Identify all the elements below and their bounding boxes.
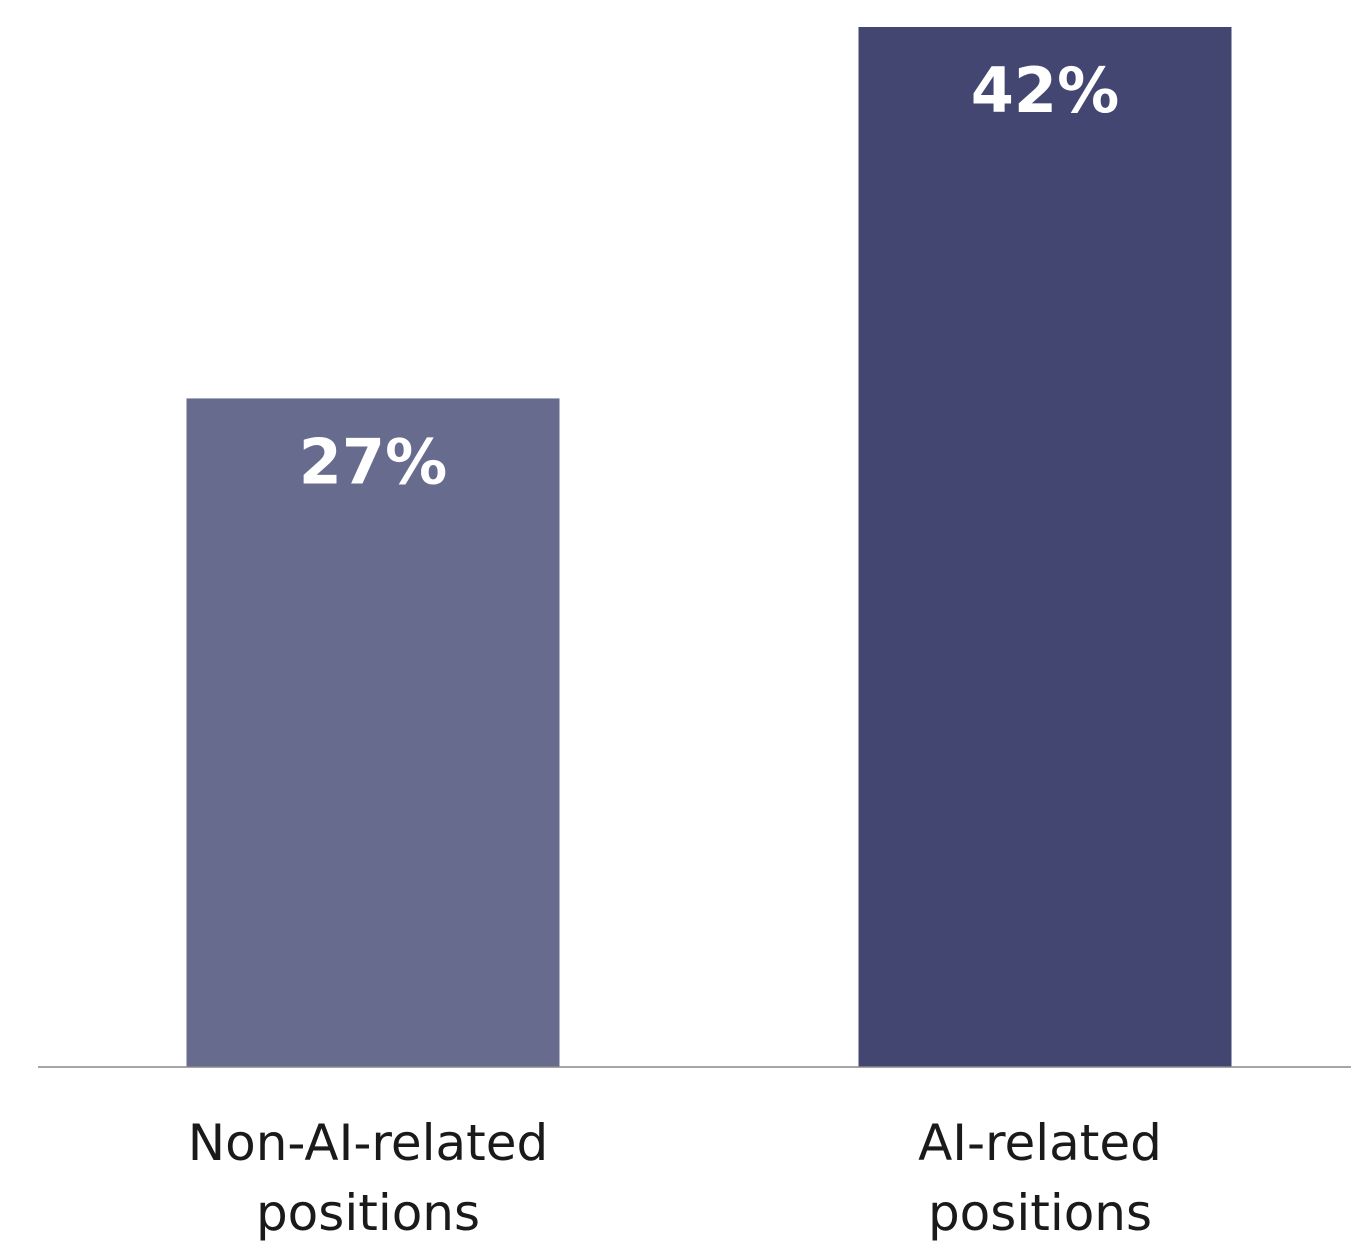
bar-1 <box>186 398 560 1067</box>
category-labels-group: Non-AI-related positions AI-related positio… <box>188 1114 1162 1241</box>
value-label-1: 27% <box>299 425 447 498</box>
category-label-2-line-1: AI-related <box>918 1114 1162 1172</box>
category-label-1-line-1: Non-AI-related <box>188 1114 548 1172</box>
bars-group <box>186 27 1232 1067</box>
bar-2 <box>858 27 1232 1067</box>
value-labels-group: 27% 42% <box>299 54 1119 498</box>
category-label-2-line-2: positions <box>928 1184 1152 1241</box>
category-label-1-line-2: positions <box>256 1184 480 1241</box>
value-label-2: 42% <box>971 54 1119 127</box>
